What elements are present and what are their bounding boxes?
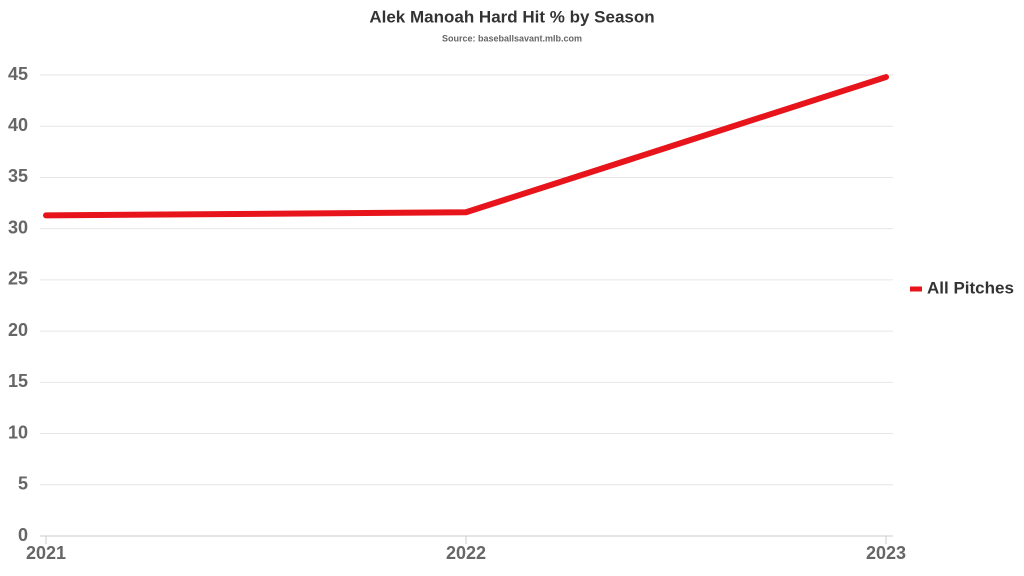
x-tick-label: 2023 (866, 543, 906, 563)
y-tick-label: 0 (18, 525, 28, 545)
y-tick-label: 10 (8, 422, 28, 442)
chart-title: Alek Manoah Hard Hit % by Season (369, 7, 654, 26)
y-tick-label: 25 (8, 269, 28, 289)
y-tick-label: 20 (8, 320, 28, 340)
y-tick-label: 30 (8, 217, 28, 237)
data-line (43, 74, 889, 219)
x-tick-label: 2021 (26, 543, 66, 563)
legend-label: All Pitches (927, 278, 1014, 297)
y-tick-label: 40 (8, 115, 28, 135)
chart-subtitle: Source: baseballsavant.mlb.com (442, 33, 582, 43)
x-tick-label: 2022 (446, 543, 486, 563)
y-tick-label: 5 (18, 474, 28, 494)
y-tick-label: 45 (8, 64, 28, 84)
y-tick-label: 35 (8, 166, 28, 186)
y-tick-label: 15 (8, 371, 28, 391)
